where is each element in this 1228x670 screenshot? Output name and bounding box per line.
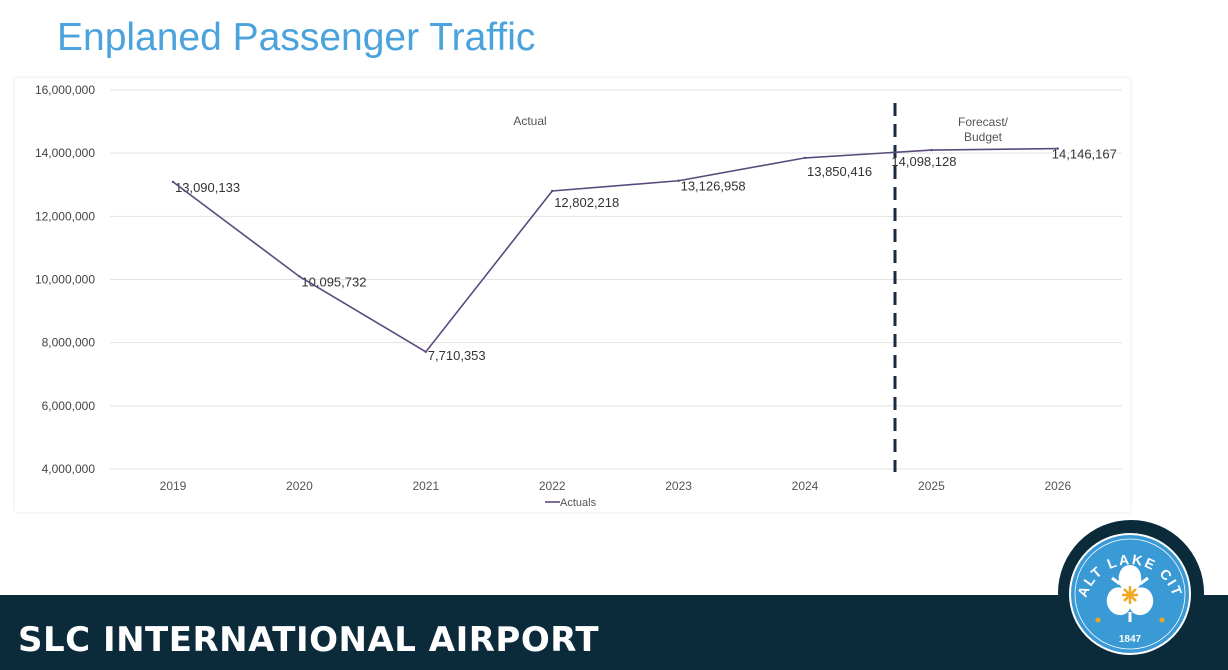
y-tick-label: 8,000,000 <box>42 336 96 350</box>
x-tick-label: 2026 <box>1044 479 1071 493</box>
x-tick-label: 2020 <box>286 479 313 493</box>
line-chart: 4,000,000 6,000,000 8,000,000 10,000,000 12,… <box>35 83 1122 509</box>
x-tick-label: 2023 <box>665 479 692 493</box>
chart-panel: 4,000,000 6,000,000 8,000,000 10,000,000 12,… <box>15 78 1130 512</box>
y-tick-label: 12,000,000 <box>35 209 95 223</box>
logo-year: 1847 <box>1119 634 1142 645</box>
y-tick-label: 6,000,000 <box>42 399 96 413</box>
x-tick-label: 2025 <box>918 479 945 493</box>
y-tick-label: 14,000,000 <box>35 146 95 160</box>
series-line-actuals <box>172 147 1058 353</box>
y-tick-label: 4,000,000 <box>42 462 96 476</box>
legend-label: Actuals <box>560 497 597 509</box>
x-tick-label: 2022 <box>539 479 566 493</box>
footer-bar <box>0 595 1228 670</box>
x-tick-label: 2024 <box>792 479 819 493</box>
data-label: 14,098,128 <box>891 154 956 169</box>
y-tick-label: 10,000,000 <box>35 273 95 287</box>
actual-annotation: Actual <box>513 114 546 128</box>
footer-text: SLC INTERNATIONAL AIRPORT <box>18 620 600 660</box>
y-tick-label: 16,000,000 <box>35 83 95 97</box>
data-label: 13,090,133 <box>175 180 240 195</box>
data-label: 14,146,167 <box>1052 147 1117 162</box>
slide-title: Enplaned Passenger Traffic <box>57 16 536 59</box>
data-label: 13,126,958 <box>681 179 746 194</box>
data-label: 7,710,353 <box>428 348 486 363</box>
data-label: 13,850,416 <box>807 164 872 179</box>
salt-lake-city-logo: SALT LAKE CITY 1847 <box>1058 520 1204 666</box>
forecast-annotation-2: Budget <box>964 130 1003 144</box>
forecast-annotation-1: Forecast/ <box>958 115 1009 129</box>
x-tick-label: 2019 <box>160 479 187 493</box>
data-label: 12,802,218 <box>554 195 619 210</box>
x-tick-label: 2021 <box>412 479 439 493</box>
data-label: 10,095,732 <box>301 274 366 289</box>
